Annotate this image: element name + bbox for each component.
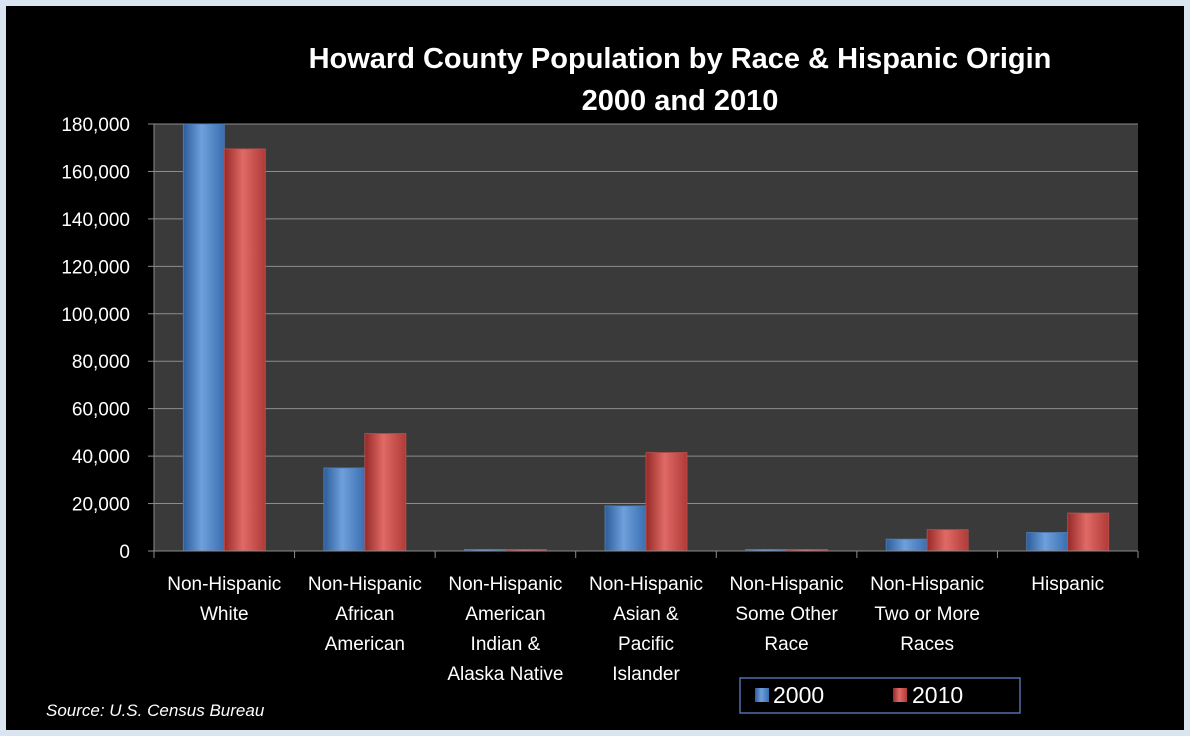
bar-2010-cat-0 [223,148,266,552]
y-tick-label: 0 [119,542,130,563]
category-label: American [465,604,545,625]
category-label: Islander [612,664,680,685]
bar-2000-cat-1 [323,467,366,552]
category-label: Non-Hispanic [730,574,844,595]
chart-title: Howard County Population by Race & Hispa… [309,43,1052,75]
category-label: Some Other [735,604,838,625]
y-tick-label: 160,000 [61,162,130,183]
category-label: Alaska Native [447,664,563,685]
bar-2000-cat-6 [1026,532,1069,552]
legend-swatch-2010 [893,688,907,702]
category-label: Races [900,634,954,655]
legend-label-2000: 2000 [773,682,824,708]
legend: 2000 2010 [739,677,1021,714]
category-label: Non-Hispanic [308,574,422,595]
y-tick-label: 60,000 [72,400,130,421]
y-tick-label: 40,000 [72,447,130,468]
y-tick-label: 80,000 [72,352,130,373]
legend-label-2010: 2010 [912,682,963,708]
bar-chart: Howard County Population by Race & Hispa… [46,43,1139,720]
category-label: Non-Hispanic [589,574,703,595]
category-label: Two or More [874,604,980,625]
category-label: Non-Hispanic [448,574,562,595]
category-label: Race [764,634,808,655]
x-axis-ticks [153,551,1139,558]
source-note: Source: U.S. Census Bureau [46,701,265,720]
y-tick-label: 140,000 [61,210,130,231]
bar-2000-cat-0 [182,123,225,552]
chart-subtitle: 2000 and 2010 [582,85,779,117]
chart-frame: Howard County Population by Race & Hispa… [6,6,1184,730]
bar-2010-cat-1 [364,433,407,552]
category-label: American [325,634,405,655]
bar-2010-cat-6 [1067,512,1110,552]
category-label: Non-Hispanic [167,574,281,595]
bar-2010-cat-5 [926,529,969,552]
legend-box [739,677,1021,714]
y-axis-ticks: 0 20,000 40,000 60,000 80,000 100,000 120,000 1… [61,115,154,563]
bar-2000-cat-3 [604,505,647,552]
legend-swatch-2000 [755,688,769,702]
x-axis-categories: Non-Hispanic White Non-Hispanic African Amer… [167,574,1104,685]
y-tick-label: 100,000 [61,305,130,326]
category-label: Pacific [618,634,674,655]
category-label: White [200,604,249,625]
bar-2000-cat-5 [885,538,928,552]
category-label: Hispanic [1031,574,1104,595]
category-label: African [335,604,394,625]
y-tick-label: 180,000 [61,115,130,136]
y-tick-label: 20,000 [72,495,130,516]
category-label: Indian & [471,634,541,655]
category-label: Asian & [613,604,679,625]
y-tick-label: 120,000 [61,257,130,278]
category-label: Non-Hispanic [870,574,984,595]
bars [182,123,1110,552]
bar-2010-cat-3 [645,452,688,552]
